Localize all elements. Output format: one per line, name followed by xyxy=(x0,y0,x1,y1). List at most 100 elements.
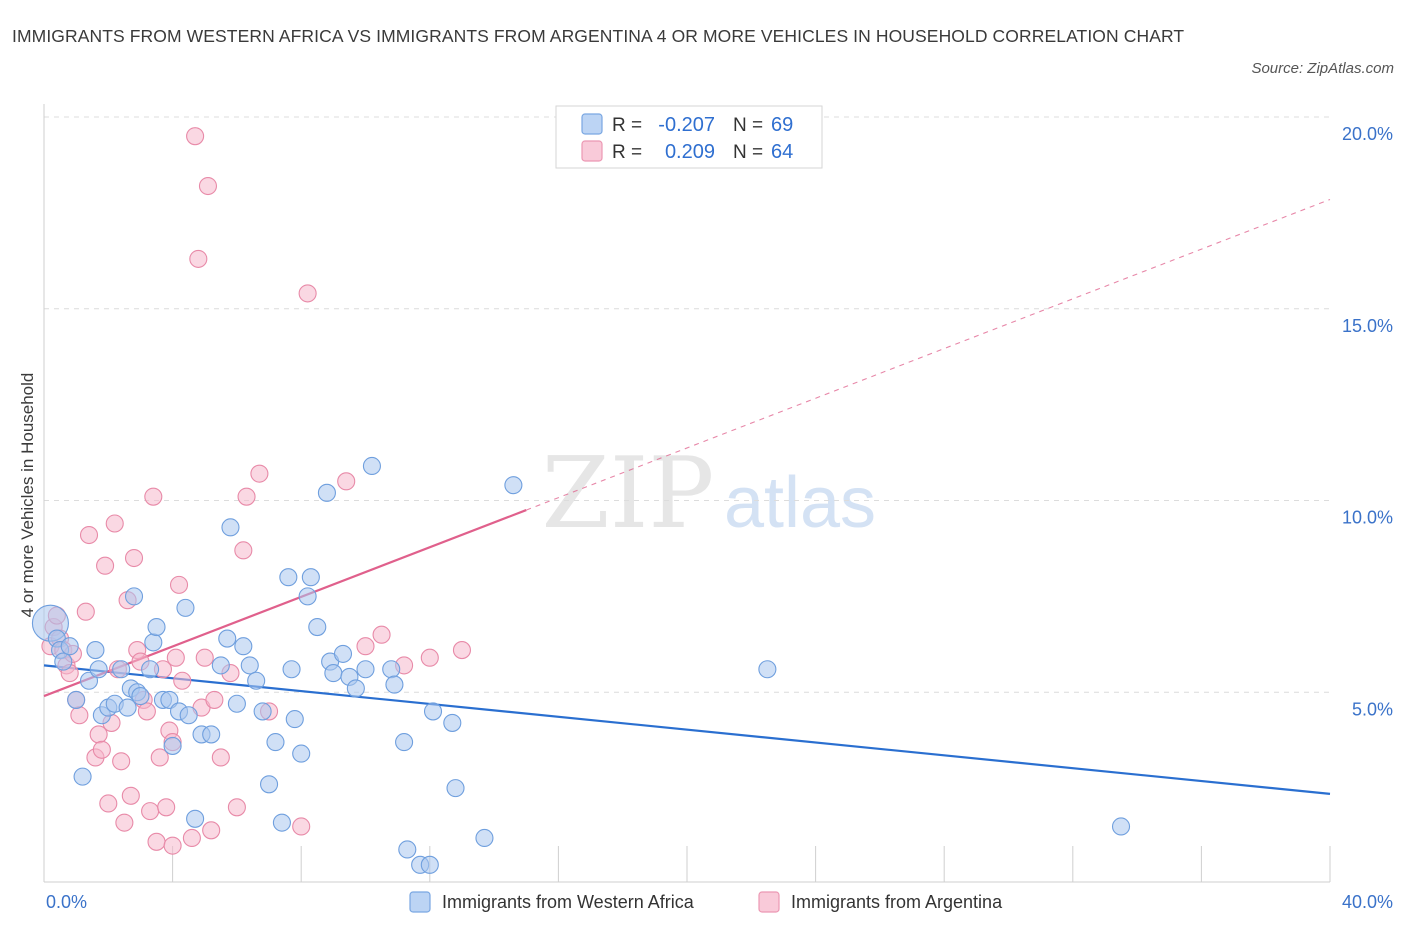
western-africa-points xyxy=(31,456,1131,874)
argentina-point-52 xyxy=(234,541,253,560)
argentina-point-21 xyxy=(115,813,134,832)
source-label: Source: ZipAtlas.com xyxy=(1251,60,1394,77)
argentina-point-34 xyxy=(157,798,176,817)
legend-r-label-2: R = xyxy=(612,142,642,163)
y-axis-label: 4 or more Vehicles in Household xyxy=(18,373,37,618)
western-africa-point-36 xyxy=(240,656,259,675)
argentina-point-51 xyxy=(227,798,246,817)
legend-n-label-2: N = xyxy=(733,142,763,163)
legend-r-label-1: R = xyxy=(612,115,642,136)
western-africa-point-59 xyxy=(395,733,414,752)
western-africa-point-21 xyxy=(147,618,166,637)
trend-line-western-africa xyxy=(43,664,1331,795)
argentina-point-58 xyxy=(337,472,356,491)
western-africa-point-32 xyxy=(218,629,237,648)
western-africa-point-66 xyxy=(475,828,494,848)
argentina-point-40 xyxy=(173,671,192,690)
western-africa-point-56 xyxy=(362,456,381,476)
argentina-point-16 xyxy=(99,794,118,813)
western-africa-point-55 xyxy=(356,660,375,679)
tick-labels: 5.0% 10.0% 15.0% 20.0% 0.0% 40.0% xyxy=(46,124,1393,912)
western-africa-point-19 xyxy=(141,660,160,679)
axes xyxy=(43,104,1331,883)
western-africa-point-24 xyxy=(163,736,182,755)
bottom-legend-label-pink: Immigrants from Argentina xyxy=(791,892,1003,912)
western-africa-point-13 xyxy=(112,660,131,679)
series-legend: Immigrants from Western Africa Immigrant… xyxy=(409,891,1003,913)
western-africa-point-35 xyxy=(234,637,253,656)
argentina-point-47 xyxy=(202,821,221,840)
argentina-point-41 xyxy=(182,828,201,848)
argentina-point-59 xyxy=(356,637,375,656)
argentina-point-15 xyxy=(96,556,115,575)
argentina-point-29 xyxy=(141,802,160,821)
legend-n-value-1: 69 xyxy=(771,114,793,136)
argentina-point-28 xyxy=(137,702,156,721)
western-africa-point-51 xyxy=(324,664,343,683)
western-africa-point-44 xyxy=(285,710,304,729)
western-africa-point-52 xyxy=(333,644,353,663)
argentina-point-10 xyxy=(76,602,95,621)
western-africa-point-48 xyxy=(308,618,327,637)
western-africa-point-20 xyxy=(144,633,163,652)
argentina-point-37 xyxy=(163,836,182,855)
argentina-point-23 xyxy=(121,786,140,805)
legend-n-value-2: 64 xyxy=(771,141,793,163)
western-africa-point-68 xyxy=(758,660,777,679)
bottom-legend-swatch-blue xyxy=(409,891,431,913)
argentina-point-54 xyxy=(250,464,269,483)
legend-swatch-blue xyxy=(581,113,603,135)
western-africa-point-9 xyxy=(89,660,108,679)
western-africa-point-28 xyxy=(186,809,205,828)
western-africa-point-64 xyxy=(443,713,462,732)
watermark-atlas: atlas xyxy=(724,463,876,543)
argentina-point-30 xyxy=(144,487,163,506)
western-africa-point-27 xyxy=(179,706,198,725)
argentina-point-56 xyxy=(292,817,311,836)
western-africa-point-34 xyxy=(227,694,246,713)
western-africa-point-30 xyxy=(202,725,221,744)
chart-title: IMMIGRANTS FROM WESTERN AFRICA VS IMMIGR… xyxy=(12,26,1185,46)
western-africa-point-49 xyxy=(317,483,336,502)
western-africa-point-18 xyxy=(131,687,150,706)
western-africa-point-60 xyxy=(398,840,417,859)
western-africa-point-46 xyxy=(298,587,317,606)
y-tick-label-0: 5.0% xyxy=(1352,699,1393,719)
western-africa-point-31 xyxy=(211,656,230,675)
western-africa-point-26 xyxy=(176,598,195,617)
argentina-point-11 xyxy=(79,525,99,545)
bottom-legend-label-blue: Immigrants from Western Africa xyxy=(442,892,695,912)
gridlines xyxy=(44,116,1330,693)
argentina-point-62 xyxy=(420,648,439,667)
western-africa-point-41 xyxy=(272,813,291,832)
western-africa-point-33 xyxy=(221,518,240,537)
bottom-legend-swatch-pink xyxy=(758,891,780,913)
argentina-point-49 xyxy=(211,748,230,767)
argentina-point-14 xyxy=(92,740,111,759)
x-tick-label-1: 40.0% xyxy=(1342,892,1393,912)
western-africa-point-40 xyxy=(266,733,285,752)
western-africa-point-4 xyxy=(60,637,79,656)
western-africa-point-14 xyxy=(118,698,137,717)
argentina-point-57 xyxy=(298,284,317,303)
western-africa-point-69 xyxy=(1111,817,1131,836)
argentina-point-46 xyxy=(198,176,218,196)
y-tick-label-1: 10.0% xyxy=(1342,508,1393,528)
western-africa-point-54 xyxy=(346,679,365,698)
argentina-point-18 xyxy=(105,514,124,533)
western-africa-point-43 xyxy=(282,660,301,679)
y-tick-label-3: 20.0% xyxy=(1342,124,1393,144)
legend-r-value-2: 0.209 xyxy=(665,141,715,163)
legend-n-label-1: N = xyxy=(733,115,763,136)
western-africa-point-63 xyxy=(423,702,443,721)
western-africa-point-3 xyxy=(54,652,73,671)
argentina-point-39 xyxy=(169,575,189,594)
argentina-point-43 xyxy=(189,249,208,268)
trend-line-argentina-extension xyxy=(526,198,1331,511)
correlation-legend: R = -0.207 N = 69 R = 0.209 N = 64 xyxy=(555,105,823,169)
western-africa-point-58 xyxy=(385,675,404,694)
watermark-zip: ZIP xyxy=(542,437,715,551)
y-tick-label-2: 15.0% xyxy=(1342,316,1393,336)
western-africa-point-47 xyxy=(301,568,320,587)
